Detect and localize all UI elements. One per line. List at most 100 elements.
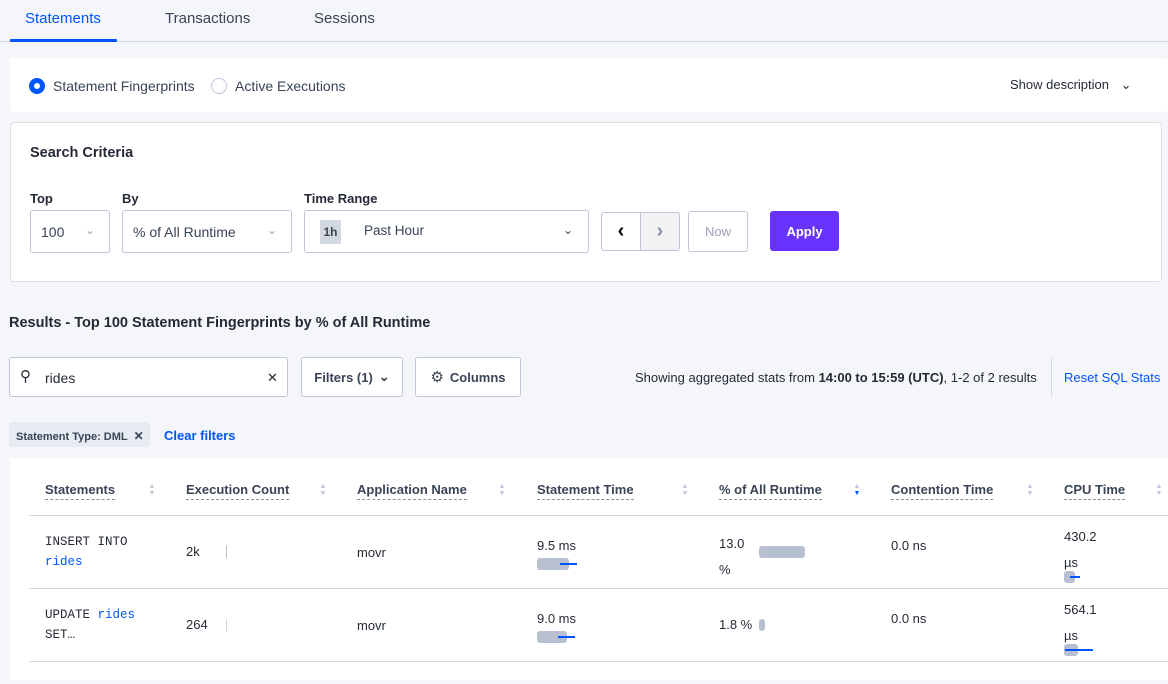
active-tab-indicator [10, 39, 117, 42]
radio-label-active[interactable]: Active Executions [235, 78, 346, 94]
tab-sessions[interactable]: Sessions [314, 10, 375, 27]
sort-icon[interactable]: ▲ ▼ [319, 483, 327, 497]
cpu-time-stddev [1065, 649, 1093, 651]
col-header-execution-count[interactable]: Execution Count [186, 482, 290, 500]
col-header-statements[interactable]: Statements [45, 482, 116, 500]
cpu-time-stddev [1070, 576, 1080, 578]
row-divider [29, 588, 1168, 589]
apply-button[interactable]: Apply [770, 211, 839, 251]
columns-button[interactable]: ⚙ Columns [415, 357, 521, 397]
col-header-pct-runtime[interactable]: % of All Runtime [719, 482, 822, 500]
top-select[interactable]: 100 ⌄ [30, 210, 110, 253]
sort-icon[interactable]: ▲ ▼ [498, 483, 506, 497]
tab-transactions[interactable]: Transactions [165, 10, 251, 27]
row-divider [29, 515, 1168, 516]
search-criteria-panel [10, 122, 1162, 282]
by-label: By [122, 191, 139, 206]
show-description-label: Show description [1010, 77, 1109, 92]
execution-count-bar [226, 619, 227, 632]
columns-label: Columns [449, 369, 506, 385]
chevron-down-icon: ⌄ [267, 223, 278, 237]
col-header-statement-time[interactable]: Statement Time [537, 482, 634, 500]
summary-prefix: Showing aggregated stats from [635, 370, 819, 385]
cpu-time: 564.1 µs [1064, 602, 1097, 643]
application-name: movr [357, 618, 386, 633]
chevron-down-icon: ⌄ [1120, 77, 1132, 92]
stmt-keyword: UPDATE [45, 608, 98, 622]
top-value: 100 [41, 224, 65, 240]
results-summary: Showing aggregated stats from 14:00 to 1… [635, 370, 1037, 385]
pct-runtime: 1.8 % [719, 617, 753, 632]
filters-button[interactable]: Filters (1) ⌄ [301, 357, 403, 397]
clear-search-icon[interactable]: ✕ [267, 370, 278, 385]
stmt-rest: SET… [45, 628, 76, 642]
by-select[interactable]: % of All Runtime ⌄ [122, 210, 292, 253]
statement-time-bar [537, 558, 569, 570]
time-prev-button[interactable]: ‹ [601, 212, 641, 251]
view-toggle-panel [10, 58, 1168, 112]
execution-count-bar [226, 545, 227, 558]
cpu-time-bar [1064, 571, 1075, 583]
sort-icon[interactable]: ▲ ▼ [1026, 483, 1034, 497]
time-range-select[interactable]: 1h Past Hour ⌄ [304, 210, 589, 253]
sort-icon[interactable]: ▲ ▼ [1155, 483, 1163, 497]
search-value: rides [45, 370, 76, 386]
search-icon: ⚲ [20, 368, 31, 385]
search-input[interactable]: ⚲ rides ✕ [9, 357, 288, 397]
statements-table [10, 458, 1168, 680]
search-criteria-title: Search Criteria [30, 145, 134, 161]
now-button[interactable]: Now [688, 211, 748, 252]
top-label: Top [30, 191, 53, 206]
statement-text[interactable]: UPDATE rides SET… [45, 605, 135, 645]
filter-chip-label: Statement Type: DML [16, 431, 128, 443]
stmt-table: rides [97, 608, 136, 622]
sort-icon[interactable]: ▲ ▼ [681, 483, 689, 497]
statement-time: 9.5 ms [537, 538, 577, 553]
stmt-keyword: INSERT INTO [45, 535, 128, 549]
time-range-label: Time Range [304, 191, 378, 206]
pct-runtime-bar [759, 546, 805, 558]
radio-statement-fingerprints[interactable] [29, 78, 45, 94]
statement-time-stddev [558, 636, 575, 638]
filter-chip[interactable]: Statement Type: DML ✕ [9, 422, 150, 447]
summary-suffix: , 1-2 of 2 results [943, 370, 1037, 385]
by-value: % of All Runtime [133, 224, 236, 240]
radio-label-fingerprints[interactable]: Statement Fingerprints [53, 78, 195, 94]
tab-statements[interactable]: Statements [25, 10, 101, 27]
close-icon[interactable]: ✕ [133, 429, 144, 443]
chevron-down-icon: ⌄ [85, 223, 96, 237]
col-header-application-name[interactable]: Application Name [357, 482, 467, 500]
show-description-button[interactable]: Show description ⌄ [1010, 77, 1132, 93]
statement-time-bar [537, 631, 567, 643]
statement-time: 9.0 ms [537, 611, 577, 626]
reset-sql-stats-link[interactable]: Reset SQL Stats [1064, 370, 1161, 385]
statement-time-stddev [560, 563, 577, 565]
sort-icon[interactable]: ▲ ▼ [148, 483, 156, 497]
col-header-cpu-time[interactable]: CPU Time [1064, 482, 1126, 500]
sort-desc-icon[interactable]: ▲ ▼ [853, 483, 861, 497]
execution-count: 2k [186, 544, 200, 559]
row-divider [29, 661, 1168, 662]
results-title: Results - Top 100 Statement Fingerprints… [9, 315, 431, 331]
stmt-table: rides [45, 555, 83, 569]
statement-text[interactable]: INSERT INTO rides [45, 532, 128, 572]
time-badge: 1h [320, 220, 341, 244]
clear-filters-link[interactable]: Clear filters [164, 428, 236, 443]
pct-runtime-bar [759, 619, 766, 631]
pct-runtime: 13.0 % [719, 536, 745, 577]
execution-count: 264 [186, 617, 208, 632]
col-header-contention-time[interactable]: Contention Time [891, 482, 994, 500]
radio-active-executions[interactable] [211, 78, 227, 94]
summary-range: 14:00 to 15:59 (UTC) [818, 370, 944, 385]
toolbar-divider [1051, 357, 1052, 397]
application-name: movr [357, 545, 386, 560]
contention-time: 0.0 ns [891, 538, 927, 553]
gear-icon: ⚙ [430, 369, 444, 386]
cpu-time: 430.2 µs [1064, 529, 1097, 570]
time-range-value: Past Hour [364, 223, 425, 238]
chevron-down-icon: ⌄ [563, 223, 574, 237]
chevron-down-icon: ⌄ [378, 369, 390, 384]
time-next-button[interactable]: › [640, 212, 680, 251]
tab-divider [0, 41, 1168, 42]
contention-time: 0.0 ns [891, 611, 927, 626]
